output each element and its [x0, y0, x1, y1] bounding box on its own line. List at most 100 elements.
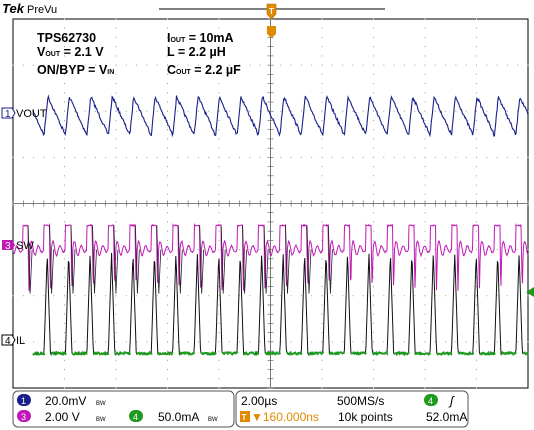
grid-dot [115, 147, 117, 149]
grid-dot [146, 156, 148, 158]
grid-dot [362, 110, 364, 112]
status-bar: 1 20.0mV BW 3 2.00 V BW 4 50.0mA BW 2.00… [12, 390, 469, 428]
grid-dot [321, 267, 323, 269]
trigger-level[interactable]: 52.0mA [426, 410, 467, 424]
grid-dot [136, 249, 138, 251]
grid-dot [476, 46, 477, 48]
channel-marker-1[interactable]: 1 VOUT [1, 107, 47, 120]
grid-dot [424, 101, 426, 103]
grid-dot [476, 313, 477, 315]
grid-dot [105, 295, 107, 297]
grid-dot [125, 156, 127, 158]
grid-dot [414, 110, 416, 112]
grid-dot [434, 341, 436, 343]
grid-dot [414, 64, 416, 66]
grid-dot [424, 322, 426, 324]
grid-dot [476, 36, 477, 38]
grid-dot [321, 27, 323, 29]
grid-dot [383, 295, 385, 297]
ch3-readout[interactable]: 3 2.00 V BW [17, 410, 106, 424]
grid-dot [64, 239, 65, 241]
trace-vout [32, 94, 529, 138]
grid-dot [321, 359, 323, 361]
grid-dot [321, 212, 323, 214]
grid-dot [424, 378, 426, 380]
grid-dot [218, 387, 220, 389]
trigger-level-marker[interactable] [526, 287, 534, 297]
grid-dot [424, 239, 426, 241]
grid-dot [455, 341, 457, 343]
grid-dot [321, 322, 323, 324]
grid-dot [64, 18, 65, 20]
grid-dot [373, 36, 374, 38]
grid-dot [373, 387, 374, 389]
grid-dot [424, 387, 426, 389]
grid-dot [424, 119, 426, 121]
grid-dot [434, 156, 436, 158]
grid-dot [64, 359, 65, 361]
grid-dot [167, 322, 168, 324]
grid-dot [64, 119, 65, 121]
grid-dot [115, 36, 117, 38]
onbyp-condition-main: ON/BYP = V [37, 63, 108, 77]
cout-condition-value: = 2.2 µF [191, 63, 241, 77]
grid-dot [476, 147, 477, 149]
grid-dot [228, 156, 230, 158]
iout-condition: IOUT = 10mA [167, 31, 234, 45]
grid-dot [476, 276, 477, 278]
trigger-source[interactable]: 4 ʃ [424, 394, 455, 408]
grid-dot [84, 341, 86, 343]
vout-condition-sub: OUT [45, 51, 61, 58]
grid-dot [362, 249, 364, 251]
grid-dot [373, 322, 374, 324]
grid-dot [362, 341, 364, 343]
grid-dot [167, 73, 168, 75]
grid-dot [476, 322, 477, 324]
sample-rate: 500MS/s [337, 394, 384, 408]
channel-marker-3[interactable]: 3 SW [2, 240, 34, 252]
grid-dot [383, 156, 385, 158]
ch1-readout[interactable]: 1 20.0mV BW [17, 394, 106, 408]
grid-dot [218, 295, 220, 297]
vertical-settings-panel[interactable] [12, 390, 235, 428]
channel-marker-4[interactable]: 4 IL [1, 334, 25, 347]
ch4-readout[interactable]: 4 50.0mA BW [129, 410, 218, 424]
grid-dot [187, 156, 189, 158]
ch4-readout-num: 4 [133, 412, 138, 422]
grid-dot [64, 36, 65, 38]
grid-dot [414, 156, 416, 158]
grid-dot [517, 249, 519, 251]
grid-dot [403, 156, 405, 158]
channel-label-sw: SW [16, 240, 34, 252]
trigger-position-marker[interactable]: T [266, 3, 277, 38]
grid-dot [455, 249, 457, 251]
grid-dot [403, 249, 405, 251]
grid-dot [64, 267, 65, 269]
grid-dot [476, 249, 477, 251]
grid-dot [167, 369, 168, 371]
grid-dot [64, 313, 65, 315]
grid-dot [115, 332, 117, 334]
grid-dot [403, 295, 405, 297]
grid-dot [218, 184, 220, 186]
iout-condition-value: = 10mA [185, 31, 233, 45]
grid-dot [476, 193, 477, 195]
grid-dot [373, 83, 374, 85]
grid-dot [476, 369, 477, 371]
grid-dot [290, 110, 292, 112]
grid-dot [167, 156, 168, 158]
grid-dot [64, 92, 65, 94]
timebase-value[interactable]: 2.00µs [241, 394, 277, 408]
grid-dot [177, 156, 179, 158]
grid-dot [373, 119, 374, 121]
grid-dot [167, 359, 168, 361]
horizontal-settings-panel[interactable] [235, 390, 469, 428]
grid-dot [64, 258, 65, 260]
ch3-bw: BW [96, 417, 106, 423]
grid-dot [167, 387, 168, 389]
grid-dot [373, 175, 374, 177]
grid-dot [22, 64, 24, 66]
grid-dot [321, 239, 323, 241]
grid-dot [136, 110, 138, 112]
horizontal-delay[interactable]: T ▼160.000ns [240, 410, 319, 424]
